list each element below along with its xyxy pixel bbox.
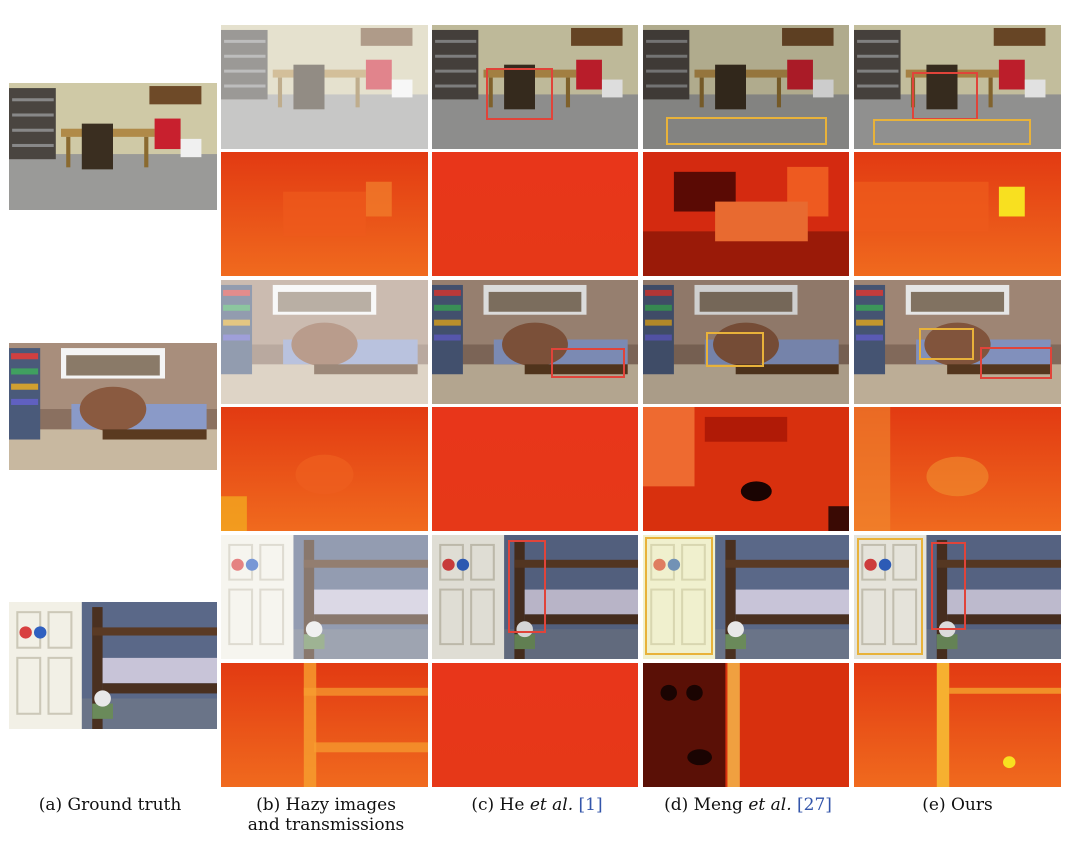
caption-e-text: (e) Ours xyxy=(922,795,993,815)
meng-image-3 xyxy=(643,535,849,659)
highlight-box-red xyxy=(980,347,1052,379)
caption-c-prefix: (c) He xyxy=(471,795,530,815)
meng-transmission-3 xyxy=(643,663,849,787)
caption-d-citation[interactable]: [27] xyxy=(797,795,832,815)
he-image-1 xyxy=(432,25,638,149)
caption-c: (c) He et al. [1] xyxy=(432,795,642,815)
he-transmission-2 xyxy=(432,407,638,531)
hazy-image-2 xyxy=(221,280,428,404)
highlight-box-yellow xyxy=(645,537,713,655)
highlight-box-red xyxy=(508,540,546,633)
gt-image-2 xyxy=(9,343,217,470)
ours-transmission-2 xyxy=(854,407,1061,531)
ours-transmission-1 xyxy=(854,152,1061,276)
meng-transmission-1 xyxy=(643,152,849,276)
caption-e: (e) Ours xyxy=(854,795,1061,815)
highlight-box-red xyxy=(551,348,625,378)
hazy-image-3 xyxy=(221,535,428,659)
caption-a: (a) Ground truth xyxy=(0,795,220,815)
he-transmission-1 xyxy=(432,152,638,276)
caption-d-prefix: (d) Meng xyxy=(664,795,749,815)
caption-b-line2: and transmissions xyxy=(247,815,405,835)
hazy-transmission-1 xyxy=(221,152,428,276)
meng-transmission-2 xyxy=(643,407,849,531)
caption-d-etal: et al. xyxy=(748,795,792,815)
caption-d: (d) Meng et al. [27] xyxy=(642,795,854,815)
highlight-box-yellow xyxy=(857,538,923,655)
highlight-box-yellow xyxy=(706,332,764,367)
meng-image-2 xyxy=(643,280,849,404)
caption-c-etal: et al. xyxy=(529,795,574,815)
highlight-box-yellow xyxy=(919,328,974,360)
ours-image-3 xyxy=(854,535,1061,659)
hazy-transmission-2 xyxy=(221,407,428,531)
ours-image-2 xyxy=(854,280,1061,404)
caption-b: (b) Hazy images and transmissions xyxy=(220,795,432,835)
caption-b-line1: (b) Hazy images xyxy=(256,795,396,815)
meng-image-1 xyxy=(643,25,849,149)
ours-image-1 xyxy=(854,25,1061,149)
highlight-box-yellow xyxy=(873,119,1031,145)
he-image-3 xyxy=(432,535,638,659)
hazy-image-1 xyxy=(221,25,428,149)
gt-image-1 xyxy=(9,83,217,210)
hazy-transmission-3 xyxy=(221,663,428,787)
he-image-2 xyxy=(432,280,638,404)
highlight-box-red xyxy=(931,542,966,630)
highlight-box-yellow xyxy=(666,117,827,145)
caption-c-citation[interactable]: [1] xyxy=(578,795,603,815)
ours-transmission-3 xyxy=(854,663,1061,787)
he-transmission-3 xyxy=(432,663,638,787)
caption-a-text: (a) Ground truth xyxy=(38,795,182,815)
gt-image-3 xyxy=(9,602,217,729)
highlight-box-red xyxy=(912,72,978,120)
highlight-box-red xyxy=(486,68,553,120)
